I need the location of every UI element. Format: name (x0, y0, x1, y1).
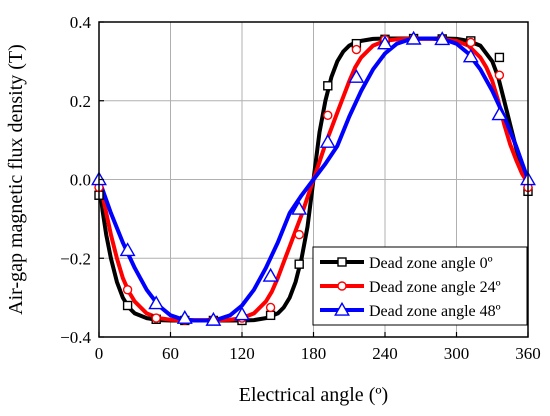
data-point-series-3 (348, 68, 365, 83)
data-point-series-1 (323, 81, 333, 91)
legend-label: Dead zone angle 24º (369, 279, 501, 296)
series-lines (99, 36, 528, 323)
data-point-series-1 (494, 52, 505, 63)
legend-entries: Dead zone angle 0º Dead zone angle 24º Dea… (320, 255, 501, 320)
data-point-series-2 (351, 44, 362, 55)
legend-swatch-marker (334, 301, 350, 316)
legend-label: Dead zone angle 0º (369, 255, 493, 272)
series-line-3 (99, 36, 528, 323)
y-tick-label: 0.4 (70, 13, 92, 32)
data-point-series-1 (294, 259, 304, 269)
data-point-series-2 (294, 229, 304, 240)
x-tick-label: 120 (229, 344, 255, 363)
y-tick-label: −0.4 (60, 328, 91, 347)
x-tick-label: 360 (515, 344, 541, 363)
x-tick-label: 180 (301, 344, 327, 363)
data-point-series-3 (491, 106, 508, 121)
data-point-series-3 (434, 31, 451, 46)
data-point-series-2 (151, 313, 161, 323)
data-point-series-3 (205, 311, 222, 326)
data-point-series-2 (122, 285, 133, 295)
data-point-series-3 (291, 200, 308, 215)
x-tick-label: 0 (95, 344, 104, 363)
series-line-2 (99, 36, 528, 323)
legend-swatch-marker (337, 257, 347, 267)
data-point-series-3 (405, 30, 422, 45)
legend: Dead zone angle 0º Dead zone angle 24º Dea… (312, 246, 528, 326)
data-point-series-3 (119, 242, 136, 257)
data-point-series-2 (323, 110, 333, 121)
data-point-series-3 (377, 35, 393, 50)
x-tick-label: 60 (162, 344, 179, 363)
data-point-series-1 (265, 310, 276, 321)
legend-swatch-marker (337, 281, 347, 291)
x-tick-label: 300 (444, 344, 470, 363)
y-axis-title: Air-gap magnetic flux density (T) (5, 44, 27, 315)
data-point-series-2 (265, 302, 276, 313)
data-point-series-3 (148, 295, 165, 310)
x-axis-title: Electrical angle (º) (239, 384, 388, 406)
data-point-series-3 (462, 48, 479, 63)
y-tick-label: 0.0 (70, 171, 91, 190)
x-tick-label: 240 (372, 344, 398, 363)
data-point-series-3 (319, 133, 336, 148)
data-point-series-2 (466, 37, 476, 48)
data-point-series-3 (234, 306, 250, 321)
data-point-series-3 (262, 267, 279, 282)
data-point-series-3 (176, 309, 193, 324)
series-markers (91, 30, 536, 326)
y-tick-label: 0.2 (70, 92, 91, 111)
data-point-series-2 (494, 70, 505, 80)
data-point-series-1 (122, 300, 133, 311)
legend-label: Dead zone angle 48º (369, 303, 501, 320)
axis-ticks: 0 60 120 180 240 300 360 −0.4 −0.2 0.0 0.2 0.4 (60, 13, 541, 363)
y-tick-label: −0.2 (60, 249, 91, 268)
